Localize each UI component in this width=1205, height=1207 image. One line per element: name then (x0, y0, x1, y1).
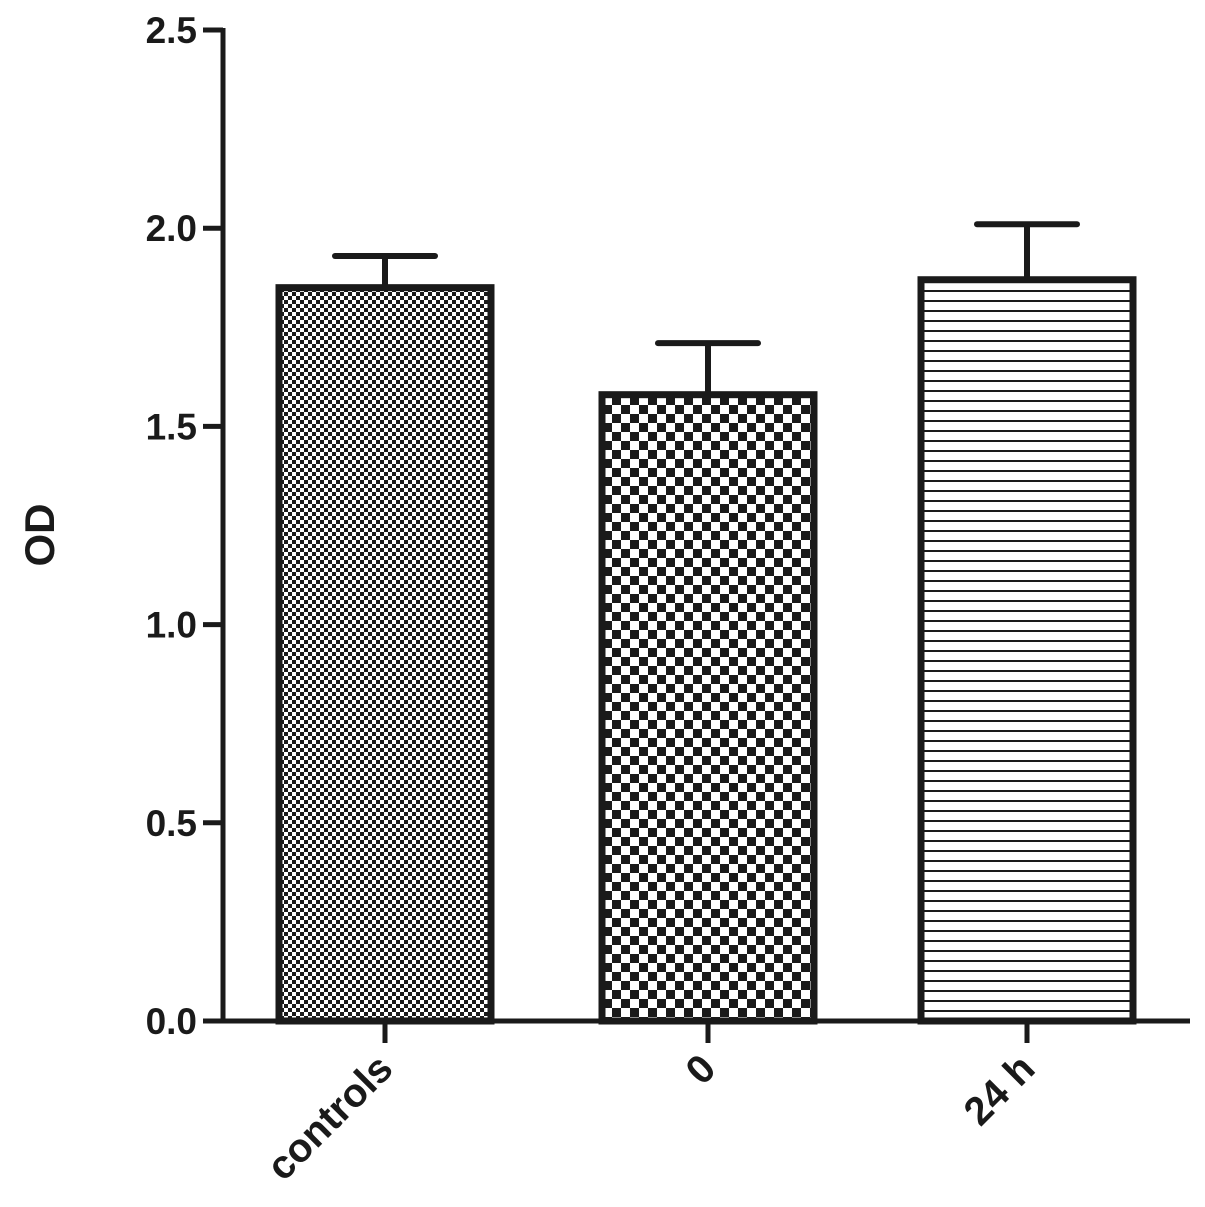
category-labels: controls 0 24 h (259, 1046, 1044, 1189)
y-tick-label: 1.0 (146, 605, 197, 646)
error-bars (332, 221, 1080, 395)
bars (275, 276, 1137, 1025)
y-tick-label: 0.5 (146, 803, 197, 844)
x-category-label: controls (259, 1046, 402, 1189)
y-tick-label: 2.5 (146, 10, 197, 51)
y-tick-label: 0.0 (146, 1001, 197, 1042)
y-axis: 0.0 0.5 1.0 1.5 2.0 2.5 (146, 10, 226, 1042)
x-category-label: 0 (678, 1046, 725, 1093)
y-axis-label: OD (16, 504, 63, 567)
bar-0 (598, 391, 818, 1025)
x-category-label: 24 h (956, 1046, 1044, 1134)
bar-24-h (917, 276, 1137, 1025)
y-tick-label: 1.5 (146, 406, 197, 447)
y-tick-label: 2.0 (146, 208, 197, 249)
bar-controls (275, 284, 495, 1025)
